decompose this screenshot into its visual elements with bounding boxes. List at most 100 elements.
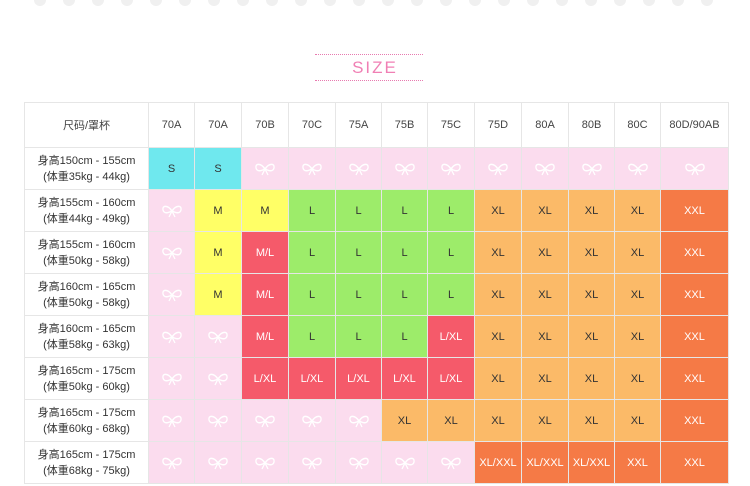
bow-icon: [348, 162, 370, 175]
size-cell: L: [335, 189, 382, 232]
size-cell: XL: [474, 399, 522, 442]
size-cell: L/XL: [241, 357, 289, 400]
size-cell: M: [194, 231, 242, 274]
cup-size-header: 80C: [614, 102, 661, 148]
size-cell: XL: [614, 315, 661, 358]
bow-icon: [161, 204, 183, 217]
decor-dot: [63, 0, 75, 6]
size-cell: S: [194, 147, 242, 190]
size-cell: XXL: [660, 273, 729, 316]
row-header: 身高165cm - 175cm (体重68kg - 75kg): [24, 441, 149, 484]
empty-cell: [335, 441, 382, 484]
cup-size-header: 75D: [474, 102, 522, 148]
size-cell: L: [335, 273, 382, 316]
cup-size-header: 70B: [241, 102, 289, 148]
size-cell: L: [427, 273, 475, 316]
size-cell: XL: [521, 273, 569, 316]
height-range: 身高165cm - 175cm: [37, 364, 136, 377]
size-cell: L/XL: [335, 357, 382, 400]
decor-dot: [614, 0, 626, 6]
empty-cell: [427, 147, 475, 190]
size-cell: M/L: [241, 273, 289, 316]
empty-cell: [288, 399, 336, 442]
size-cell: M: [194, 189, 242, 232]
bow-icon: [487, 162, 509, 175]
table-row: 身高155cm - 160cm (体重50kg - 58kg) M M/L L L L L XL…: [24, 231, 729, 274]
cup-size-header: 70A: [194, 102, 242, 148]
size-cell: M: [194, 273, 242, 316]
size-cell: XL: [568, 315, 615, 358]
weight-range: (体重44kg - 49kg): [43, 212, 130, 225]
size-cell: XL: [568, 231, 615, 274]
height-range: 身高165cm - 175cm: [37, 406, 136, 419]
decor-dot: [179, 0, 191, 6]
size-cell: XL: [381, 399, 428, 442]
table-body: 身高150cm - 155cm (体重35kg - 44kg) S S 身高155cm …: [24, 147, 729, 484]
empty-cell: [614, 147, 661, 190]
empty-cell: [335, 147, 382, 190]
cup-size-header: 80B: [568, 102, 615, 148]
empty-cell: [148, 315, 195, 358]
size-cell: L: [381, 231, 428, 274]
decor-dot: [701, 0, 713, 6]
decor-dot: [208, 0, 220, 6]
page-title: SIZE: [352, 58, 398, 77]
bow-icon: [301, 414, 323, 427]
decor-dot: [469, 0, 481, 6]
empty-cell: [148, 273, 195, 316]
bow-icon: [161, 414, 183, 427]
bow-icon: [254, 414, 276, 427]
height-range: 身高155cm - 160cm: [37, 238, 136, 251]
size-cell: L/XL: [427, 357, 475, 400]
height-range: 身高155cm - 160cm: [37, 196, 136, 209]
empty-cell: [148, 441, 195, 484]
decor-dot: [266, 0, 278, 6]
weight-range: (体重60kg - 68kg): [43, 422, 130, 435]
size-cell: XL: [614, 273, 661, 316]
size-cell: M: [241, 189, 289, 232]
bow-icon: [581, 162, 603, 175]
size-cell: XL: [474, 315, 522, 358]
empty-cell: [288, 441, 336, 484]
bow-icon: [207, 414, 229, 427]
size-cell: XXL: [660, 441, 729, 484]
empty-cell: [381, 147, 428, 190]
size-cell: XL: [474, 189, 522, 232]
header-row: 尺码/罩杯 70A 70A 70B 70C 75A 75B 75C 75D 80A 80B 80C 8…: [24, 102, 729, 148]
bow-icon: [394, 456, 416, 469]
empty-cell: [194, 357, 242, 400]
table-row: 身高165cm - 175cm (体重60kg - 68kg) XL XL XL XL XL…: [24, 399, 729, 442]
size-cell: XXL: [660, 357, 729, 400]
weight-range: (体重50kg - 60kg): [43, 380, 130, 393]
bow-icon: [348, 456, 370, 469]
decor-dot: [382, 0, 394, 6]
row-header: 身高155cm - 160cm (体重50kg - 58kg): [24, 231, 149, 274]
size-cell: L: [381, 273, 428, 316]
decor-dot: [411, 0, 423, 6]
size-cell: L: [288, 231, 336, 274]
size-cell: L/XL: [381, 357, 428, 400]
empty-cell: [381, 441, 428, 484]
row-header: 身高155cm - 160cm (体重44kg - 49kg): [24, 189, 149, 232]
weight-range: (体重58kg - 63kg): [43, 338, 130, 351]
bow-icon: [627, 162, 649, 175]
size-cell: XL: [568, 273, 615, 316]
table-row: 身高165cm - 175cm (体重68kg - 75kg) XL/XXL XL/X…: [24, 441, 729, 484]
bow-icon: [161, 288, 183, 301]
size-heading: SIZE: [0, 52, 750, 81]
size-cell: XL: [521, 399, 569, 442]
decor-dot: [121, 0, 133, 6]
empty-cell: [194, 441, 242, 484]
size-cell: XL: [521, 357, 569, 400]
empty-cell: [241, 147, 289, 190]
empty-cell: [241, 399, 289, 442]
decor-dot: [440, 0, 452, 6]
row-header: 身高160cm - 165cm (体重58kg - 63kg): [24, 315, 149, 358]
table-row: 身高160cm - 165cm (体重50kg - 58kg) M M/L L L L L XL…: [24, 273, 729, 316]
size-cell: L: [288, 273, 336, 316]
bow-icon: [301, 162, 323, 175]
size-cell: XL/XXL: [568, 441, 615, 484]
size-cell: XL: [521, 231, 569, 274]
height-range: 身高160cm - 165cm: [37, 280, 136, 293]
empty-cell: [194, 399, 242, 442]
